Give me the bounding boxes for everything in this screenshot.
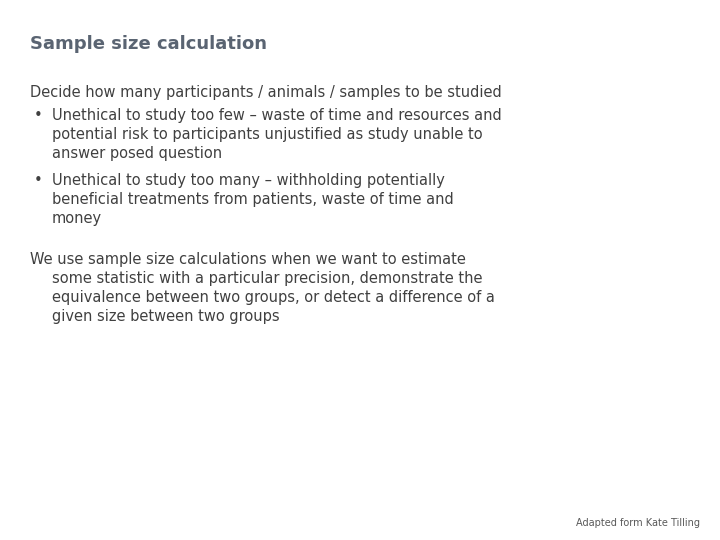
Text: Unethical to study too many – withholding potentially: Unethical to study too many – withholdin… [52,173,445,188]
Text: We use sample size calculations when we want to estimate: We use sample size calculations when we … [30,252,466,267]
Text: beneficial treatments from patients, waste of time and: beneficial treatments from patients, was… [52,192,454,207]
Text: Decide how many participants / animals / samples to be studied: Decide how many participants / animals /… [30,85,502,100]
Text: equivalence between two groups, or detect a difference of a: equivalence between two groups, or detec… [52,290,495,305]
Text: •: • [34,108,42,123]
Text: potential risk to participants unjustified as study unable to: potential risk to participants unjustifi… [52,127,482,142]
Text: some statistic with a particular precision, demonstrate the: some statistic with a particular precisi… [52,271,482,286]
Text: given size between two groups: given size between two groups [52,309,279,324]
Text: money: money [52,211,102,226]
Text: •: • [34,173,42,188]
Text: answer posed question: answer posed question [52,146,222,161]
Text: Unethical to study too few – waste of time and resources and: Unethical to study too few – waste of ti… [52,108,502,123]
Text: Sample size calculation: Sample size calculation [30,35,267,53]
Text: Adapted form Kate Tilling: Adapted form Kate Tilling [576,518,700,528]
